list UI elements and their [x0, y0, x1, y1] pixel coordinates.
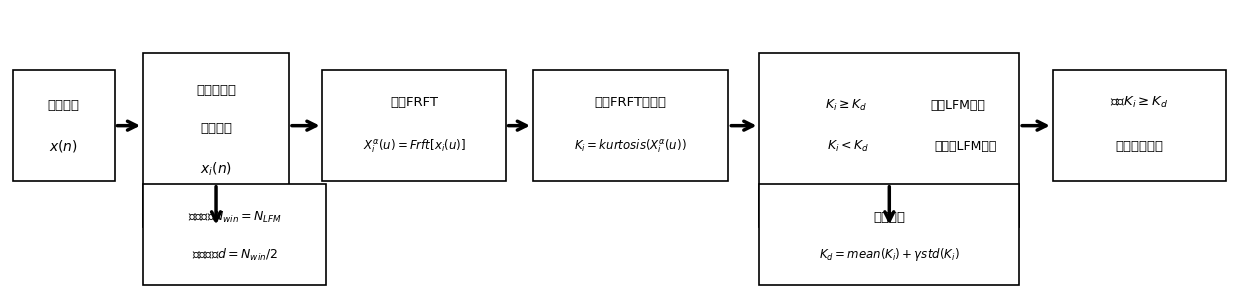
Text: $K_i \geq K_d$: $K_i \geq K_d$ [825, 98, 867, 113]
Text: 滑动矩形窗: 滑动矩形窗 [196, 84, 237, 97]
Text: $K_d=mean(K_i)+\gamma std(K_i)$: $K_d=mean(K_i)+\gamma std(K_i)$ [819, 246, 960, 263]
Text: 计算FRFT谱峦度: 计算FRFT谱峦度 [595, 96, 667, 109]
Text: 最佳FRFT: 最佳FRFT [390, 96, 439, 109]
Text: 不存在LFM信号: 不存在LFM信号 [935, 140, 997, 152]
FancyBboxPatch shape [14, 70, 114, 181]
FancyBboxPatch shape [760, 184, 1020, 286]
Text: 重叠长度$d=N_{win}/2$: 重叠长度$d=N_{win}/2$ [192, 247, 278, 263]
Text: $\mathbf{\mathit{x}}$$(n)$: $\mathbf{\mathit{x}}$$(n)$ [50, 138, 78, 154]
FancyBboxPatch shape [322, 70, 506, 181]
Text: $X_i^{\alpha}(u)=Frft[x_i(u)]$: $X_i^{\alpha}(u)=Frft[x_i(u)]$ [363, 137, 466, 155]
Text: 提取$K_i\geq K_d$: 提取$K_i\geq K_d$ [1110, 95, 1168, 110]
Text: $x_i(n)$: $x_i(n)$ [199, 161, 232, 178]
FancyBboxPatch shape [760, 53, 1020, 227]
Text: 判别阈值: 判别阈值 [873, 211, 906, 224]
FancyBboxPatch shape [533, 70, 729, 181]
FancyBboxPatch shape [142, 184, 326, 286]
Text: $K_i = kurtosis(X_i^{\alpha}(u))$: $K_i = kurtosis(X_i^{\alpha}(u))$ [575, 137, 686, 155]
FancyBboxPatch shape [142, 53, 289, 227]
Text: 接收数据: 接收数据 [48, 99, 79, 112]
Text: 时间切片信号: 时间切片信号 [1115, 140, 1163, 152]
FancyBboxPatch shape [1053, 70, 1225, 181]
Text: 矩形窗长$N_{win}=N_{LFM}$: 矩形窗长$N_{win}=N_{LFM}$ [187, 210, 281, 225]
Text: 数据分段: 数据分段 [199, 122, 232, 135]
Text: $K_i < K_d$: $K_i < K_d$ [828, 138, 870, 154]
Text: 存在LFM信号: 存在LFM信号 [930, 99, 985, 112]
